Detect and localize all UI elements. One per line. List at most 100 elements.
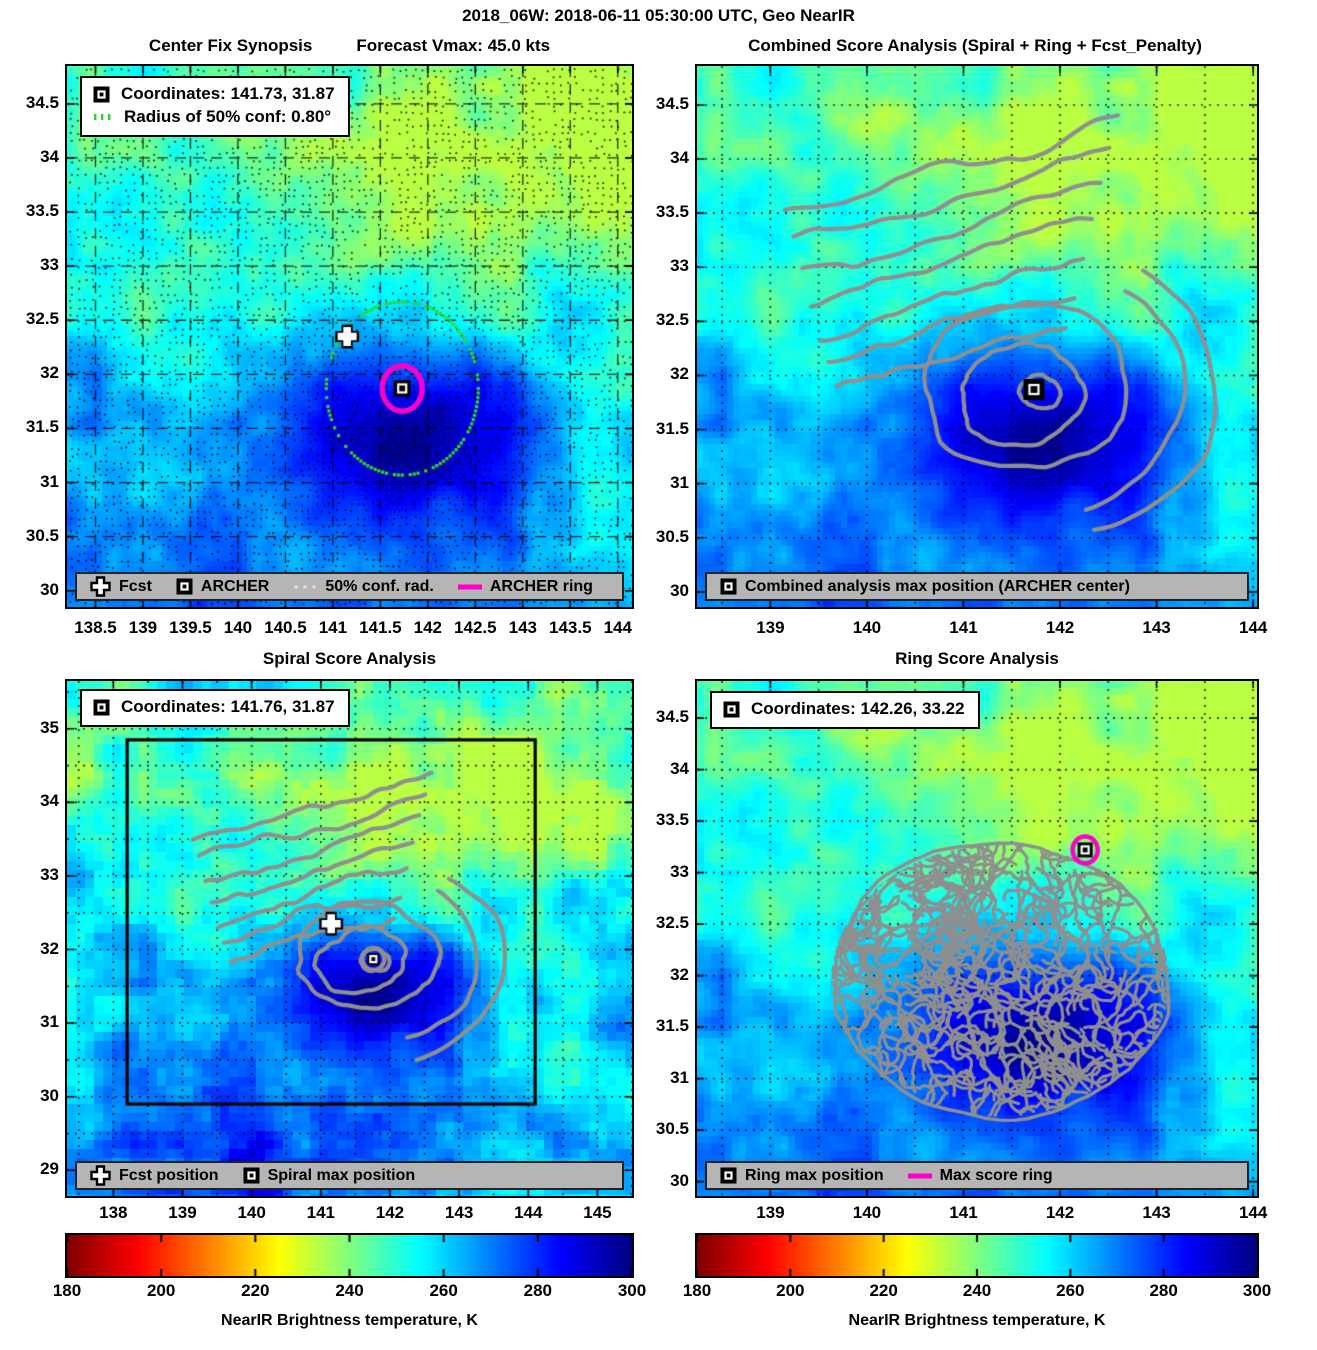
figure-title: 2018_06W: 2018-06-11 05:30:00 UTC, Geo N…	[462, 6, 855, 25]
y-tick-label: 32.5	[25, 309, 59, 329]
panel-title-spiral: Spiral Score Analysis	[262, 649, 437, 668]
legend-item-label: ARCHER ring	[489, 577, 593, 595]
y-tick-label: 30.5	[655, 526, 689, 546]
x-tick-label: 141	[318, 618, 348, 637]
left-colorbar	[65, 1233, 634, 1278]
y-tick-label: 31	[40, 1012, 59, 1032]
legend-item-label: Ring max position	[745, 1166, 884, 1184]
x-tick-label: 143	[1142, 618, 1171, 637]
y-tick-label: 33	[40, 864, 59, 884]
y-tick-label: 34.5	[25, 92, 59, 112]
synopsis-map-canvas	[65, 64, 634, 609]
y-tick-label: 30.5	[655, 1119, 689, 1139]
x-tick-label: 143	[444, 1203, 474, 1222]
colorbar-tick-label: 220	[869, 1281, 898, 1300]
x-tick-label: 140	[223, 618, 253, 637]
x-tick-label: 143	[508, 618, 537, 637]
legend-item-fcst: Fcst	[90, 576, 152, 597]
legend-item-max-score-ring: Max score ring	[907, 1166, 1053, 1185]
y-tick-label: 31.5	[655, 418, 689, 438]
x-tick-label: 139	[128, 618, 158, 637]
square-marker-icon	[723, 701, 740, 718]
x-tick-label: 144	[1238, 1203, 1268, 1222]
legend-item-ring-max-position: Ring max position	[720, 1167, 884, 1185]
x-tick-label: 142	[1045, 1203, 1075, 1222]
square-marker-icon	[93, 699, 110, 716]
fcst-cross-icon	[90, 1165, 111, 1186]
legend-item-label: Fcst	[119, 577, 152, 595]
y-tick-label: 32.5	[655, 310, 689, 330]
x-tick-label: 140	[237, 1203, 266, 1222]
y-tick-label: 31	[670, 1067, 689, 1087]
x-tick-label: 141	[306, 1203, 335, 1222]
y-tick-label: 32	[40, 363, 59, 383]
colorbar-tick-label: 240	[335, 1281, 364, 1300]
y-tick-label: 34.5	[655, 93, 689, 113]
y-tick-label: 33	[670, 256, 689, 276]
spiral-coordinates-value: Coordinates: 141.76, 31.87	[121, 697, 335, 716]
x-tick-label: 144	[1238, 618, 1268, 637]
y-tick-label: 30.5	[25, 525, 59, 545]
y-tick-label: 30	[670, 580, 689, 600]
spiral-score-analysis-legend-bar: Fcst position Spiral max position	[75, 1161, 624, 1190]
x-tick-label: 142	[413, 618, 443, 637]
ring-coordinates-row: Coordinates: 142.26, 33.22	[723, 699, 965, 719]
legend-item-archer: ARCHER	[176, 578, 269, 596]
x-tick-label: 139	[756, 1203, 785, 1222]
y-tick-label: 34	[40, 791, 59, 811]
y-tick-label: 35	[40, 717, 59, 737]
right-colorbar-caption: NearIR Brightness temperature, K	[848, 1312, 1106, 1329]
x-tick-label: 141	[949, 618, 978, 637]
legend-item-50-conf-rad-: 50% conf. rad.	[293, 578, 434, 596]
x-tick-label: 142	[1045, 618, 1075, 637]
ring-score-analysis-legend-bar: Ring max position Max score ring	[705, 1161, 1249, 1190]
y-tick-label: 34	[670, 758, 689, 778]
square-marker-icon	[243, 1167, 260, 1184]
y-tick-label: 32	[40, 938, 59, 958]
y-tick-label: 33.5	[655, 810, 689, 830]
legend-item-label: Fcst position	[119, 1166, 219, 1184]
conf-radius-value: Radius of 50% conf: 0.80°	[124, 107, 332, 126]
combined-map-canvas	[695, 64, 1259, 609]
x-tick-label: 141.5	[359, 618, 402, 637]
panel-title-combined: Combined Score Analysis (Spiral + Ring +…	[748, 36, 1202, 55]
spiral-info-box: Coordinates: 141.76, 31.87	[80, 689, 350, 727]
conf-radius-dots-icon	[93, 112, 113, 122]
x-tick-label: 142	[375, 1203, 405, 1222]
legend-item-combined-analysis-max-position-archer-center-: Combined analysis max position (ARCHER c…	[720, 578, 1130, 596]
x-tick-label: 140	[852, 618, 882, 637]
colorbar-tick-label: 260	[429, 1281, 458, 1300]
legend-item-spiral-max-position: Spiral max position	[243, 1166, 416, 1185]
y-tick-label: 33	[40, 255, 59, 275]
legend-item-label: Spiral max position	[267, 1166, 416, 1184]
x-tick-label: 142.5	[454, 618, 497, 637]
x-tick-label: 139	[168, 1203, 197, 1222]
magenta-dash-icon	[457, 583, 482, 591]
y-tick-label: 33	[670, 861, 689, 881]
conf-dots-icon	[293, 583, 317, 591]
y-tick-label: 33.5	[25, 201, 59, 221]
colorbar-tick-label: 180	[52, 1281, 82, 1300]
colorbar-tick-label: 240	[962, 1281, 992, 1300]
colorbar-tick-label: 300	[1242, 1281, 1272, 1300]
colorbar-tick-label: 260	[1056, 1281, 1085, 1300]
y-tick-label: 31.5	[25, 417, 59, 437]
x-tick-label: 144	[603, 618, 632, 637]
y-tick-label: 33.5	[655, 202, 689, 222]
y-tick-label: 32.5	[655, 913, 689, 933]
conf-radius-row: Radius of 50% conf: 0.80°	[93, 107, 335, 127]
y-tick-label: 34	[670, 148, 689, 168]
y-tick-label: 30	[40, 1085, 59, 1105]
panel-title-synopsis: Center Fix Synopsis Forecast Vmax: 45.0 …	[67, 36, 632, 56]
square-marker-icon	[720, 578, 737, 595]
legend-item-label: Max score ring	[939, 1166, 1053, 1184]
synopsis-info-box: Coordinates: 141.73, 31.87 Radius of 50%…	[80, 76, 350, 137]
right-colorbar	[695, 1233, 1259, 1278]
ring-coordinates-value: Coordinates: 142.26, 33.22	[751, 699, 965, 718]
ring-info-box: Coordinates: 142.26, 33.22	[710, 691, 980, 729]
x-tick-label: 144	[514, 1203, 543, 1222]
legend-item-archer-ring: ARCHER ring	[457, 577, 593, 596]
legend-item-label: Combined analysis max position (ARCHER c…	[745, 577, 1130, 595]
y-tick-label: 34	[40, 146, 59, 166]
